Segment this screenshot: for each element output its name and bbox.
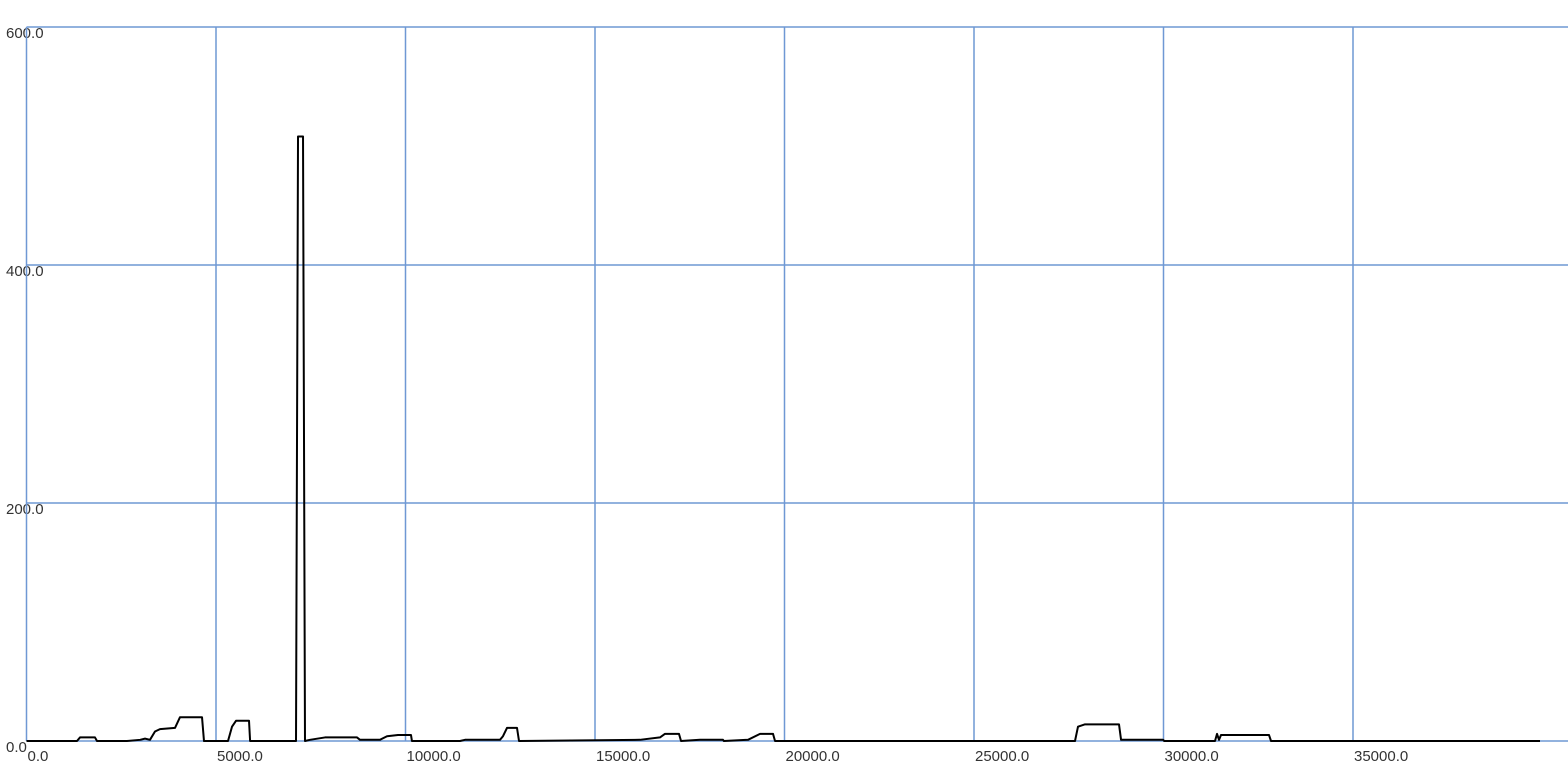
y-tick-label: 200.0 [6,501,44,518]
y-tick-label: 0.0 [6,739,27,756]
x-tick-label: 15000.0 [596,748,650,765]
x-tick-label: 30000.0 [1165,748,1219,765]
x-tick-label: 20000.0 [786,748,840,765]
data-line [26,135,1540,742]
x-tick-label: 25000.0 [975,748,1029,765]
x-tick-label: 0.0 [28,748,49,765]
y-tick-label: 400.0 [6,263,44,280]
x-tick-label: 5000.0 [217,748,263,765]
y-tick-label: 600.0 [6,25,44,42]
x-tick-label: 10000.0 [407,748,461,765]
x-tick-label: 35000.0 [1354,748,1408,765]
